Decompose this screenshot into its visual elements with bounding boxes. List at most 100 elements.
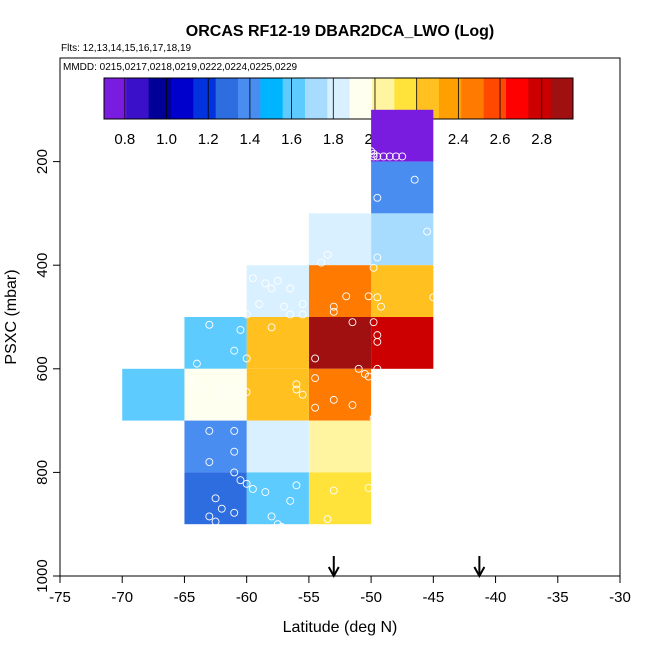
- observation-point: [348, 318, 357, 327]
- observation-point: [364, 483, 373, 492]
- heatmap-cell: [122, 368, 185, 421]
- colorbar-tick-label: 2.4: [448, 131, 469, 148]
- observation-point: [379, 152, 388, 161]
- x-tick-label: -75: [49, 589, 71, 606]
- observation-point: [230, 427, 239, 435]
- observation-point: [364, 372, 373, 381]
- observation-point: [292, 380, 301, 389]
- heatmap-cell: [371, 109, 434, 162]
- colorbar-tick-label: 1.0: [156, 131, 177, 148]
- heatmap-cell: [246, 472, 309, 525]
- colorbar-swatch: [461, 78, 485, 119]
- colorbar-swatch: [439, 78, 462, 119]
- observation-points: [149, 147, 438, 531]
- heatmap-cell: [246, 265, 309, 317]
- colorbar-swatch: [282, 78, 306, 119]
- x-tick-label: -45: [422, 589, 444, 606]
- colorbar-swatch: [126, 78, 150, 119]
- colorbar-swatch: [327, 78, 351, 119]
- observation-point: [369, 318, 378, 327]
- observation-point: [423, 227, 432, 236]
- observation-point: [323, 250, 332, 259]
- colorbar-swatch: [349, 78, 373, 119]
- observation-point: [267, 512, 276, 521]
- observation-point: [230, 508, 239, 517]
- plot-frame: [59, 57, 621, 577]
- colorbar-swatch: [506, 78, 529, 119]
- observation-point: [192, 359, 201, 368]
- observation-point: [323, 515, 332, 523]
- observation-point: [261, 279, 270, 288]
- observation-point: [429, 293, 438, 302]
- colorbar-swatch: [483, 78, 507, 119]
- observation-point: [298, 310, 307, 319]
- observation-point: [236, 476, 245, 485]
- arrow-markers: [327, 556, 486, 579]
- observation-point: [261, 488, 270, 497]
- heatmap-cells: [122, 109, 434, 525]
- colorbar-swatch: [372, 78, 395, 119]
- observation-point: [286, 284, 295, 293]
- y-axis-ticks: 200 400 600 800 1000: [34, 149, 60, 593]
- colorbar-tick-label: 1.2: [198, 131, 219, 148]
- heatmap-cell: [308, 265, 372, 317]
- heatmap-cell: [308, 317, 372, 369]
- observation-point: [298, 300, 307, 308]
- colorbar-swatch: [148, 78, 172, 119]
- x-tick-label: -35: [547, 589, 569, 606]
- observation-point: [248, 274, 257, 283]
- observation-point: [286, 310, 295, 319]
- chart-title: ORCAS RF12-19 DBAR2DCA_LWO (Log): [186, 23, 494, 40]
- observation-point: [267, 323, 276, 332]
- colorbar-tick-label: 2.8: [531, 131, 552, 148]
- heatmap-cell: [308, 420, 372, 473]
- observation-point: [230, 447, 239, 456]
- colorbar-swatch: [416, 78, 440, 119]
- observation-point: [311, 374, 320, 383]
- observation-point: [373, 152, 382, 161]
- observation-point: [367, 147, 376, 156]
- observation-point: [205, 320, 214, 329]
- observation-point: [292, 385, 301, 394]
- observation-point: [211, 517, 220, 526]
- arrow-marker: [327, 556, 340, 579]
- observation-point: [280, 302, 288, 311]
- colorbar-tick-label: 1.8: [323, 131, 344, 148]
- observation-point: [267, 284, 276, 293]
- observation-point: [230, 468, 239, 477]
- observation-point: [385, 152, 394, 161]
- colorbar-tick-label: 0.8: [114, 131, 135, 148]
- colorbar-swatch: [171, 78, 194, 119]
- observation-point: [377, 302, 386, 311]
- observation-point: [354, 364, 363, 373]
- observation-point: [277, 522, 286, 531]
- heatmap-cell: [246, 317, 309, 369]
- heatmap-cell: [371, 265, 434, 317]
- heatmap-cell: [371, 317, 434, 369]
- x-tick-label: -65: [174, 589, 196, 606]
- y-tick-label: 200: [34, 149, 51, 174]
- observation-point: [373, 293, 382, 302]
- heatmap-cell: [184, 368, 247, 421]
- x-tick-label: -60: [236, 589, 258, 606]
- x-tick-label: -40: [485, 589, 507, 606]
- observation-point: [255, 300, 264, 308]
- colorbar-tick-labels: 0.81.01.21.41.61.82.02.22.42.62.8: [114, 131, 552, 148]
- observation-point: [392, 152, 400, 161]
- x-tick-label: -55: [298, 589, 320, 606]
- observation-point: [242, 479, 251, 488]
- observation-point: [292, 481, 301, 490]
- observation-point: [242, 354, 251, 363]
- heatmap-cell: [308, 472, 372, 525]
- observation-point: [217, 504, 226, 513]
- observation-point: [369, 263, 378, 272]
- colorbar-tick-label: 2.6: [490, 131, 511, 148]
- x-axis-label: Latitude (deg N): [283, 619, 398, 636]
- colorbar-swatch: [528, 78, 552, 119]
- observation-point: [298, 390, 307, 399]
- x-tick-label: -50: [360, 589, 382, 606]
- observation-point: [311, 403, 320, 412]
- heatmap-cell: [308, 213, 372, 266]
- observation-point: [217, 388, 226, 397]
